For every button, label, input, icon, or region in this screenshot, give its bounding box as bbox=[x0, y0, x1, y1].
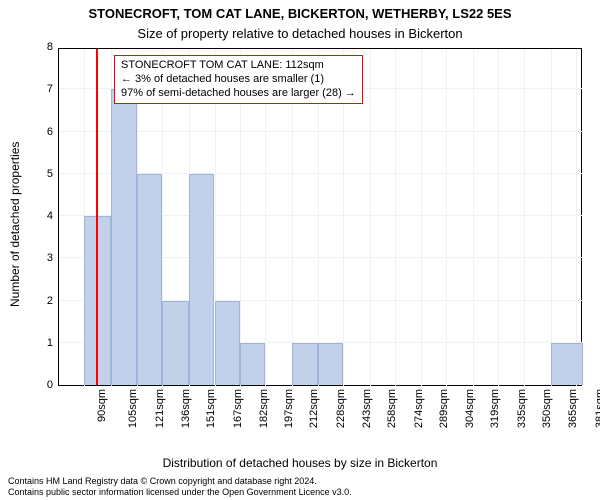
x-tick-label: 90sqm bbox=[96, 389, 108, 422]
chart-subtitle: Size of property relative to detached ho… bbox=[0, 26, 600, 41]
legend-line1: STONECROFT TOM CAT LANE: 112sqm bbox=[121, 59, 356, 73]
y-axis-label: Number of detached properties bbox=[8, 142, 22, 307]
legend-box: STONECROFT TOM CAT LANE: 112sqm← 3% of d… bbox=[114, 55, 363, 104]
gridline-v bbox=[446, 49, 447, 387]
histogram-bar bbox=[189, 174, 214, 385]
gridline-v bbox=[421, 49, 422, 387]
y-tick-label: 2 bbox=[47, 295, 53, 307]
x-tick-label: 274sqm bbox=[413, 389, 425, 428]
y-tick-label: 6 bbox=[47, 126, 53, 138]
gridline-v bbox=[576, 49, 577, 387]
histogram-bar bbox=[162, 301, 189, 386]
histogram-bar bbox=[137, 174, 162, 385]
x-tick-label: 151sqm bbox=[205, 389, 217, 428]
gridline-v bbox=[551, 49, 552, 387]
chart-title: STONECROFT, TOM CAT LANE, BICKERTON, WET… bbox=[0, 6, 600, 21]
histogram-bar bbox=[292, 343, 317, 385]
y-tick-label: 1 bbox=[47, 337, 53, 349]
x-tick-label: 182sqm bbox=[258, 389, 270, 428]
y-tick-label: 7 bbox=[47, 83, 53, 95]
y-tick-label: 8 bbox=[47, 41, 53, 53]
x-tick-label: 381sqm bbox=[594, 389, 600, 428]
gridline-v bbox=[370, 49, 371, 387]
x-tick-label: 258sqm bbox=[386, 389, 398, 428]
gridline-v bbox=[498, 49, 499, 387]
x-tick-label: 243sqm bbox=[361, 389, 373, 428]
y-tick-label: 0 bbox=[47, 379, 53, 391]
histogram-bar bbox=[215, 301, 240, 386]
plot-area: 01234567890sqm105sqm121sqm136sqm151sqm16… bbox=[58, 48, 582, 386]
footer-line2: Contains public sector information licen… bbox=[8, 487, 352, 498]
x-tick-label: 197sqm bbox=[283, 389, 295, 428]
property-marker-line bbox=[96, 49, 98, 385]
gridline-v bbox=[524, 49, 525, 387]
x-tick-label: 319sqm bbox=[489, 389, 501, 428]
y-tick-label: 5 bbox=[47, 168, 53, 180]
histogram-bar bbox=[318, 343, 343, 385]
legend-line2: ← 3% of detached houses are smaller (1) bbox=[121, 73, 356, 87]
x-axis-label: Distribution of detached houses by size … bbox=[0, 456, 600, 470]
x-tick-label: 350sqm bbox=[542, 389, 554, 428]
footer-line1: Contains HM Land Registry data © Crown c… bbox=[8, 476, 352, 487]
x-tick-label: 167sqm bbox=[232, 389, 244, 428]
y-tick-label: 4 bbox=[47, 210, 53, 222]
x-tick-label: 228sqm bbox=[335, 389, 347, 428]
x-tick-label: 212sqm bbox=[308, 389, 320, 428]
x-tick-label: 105sqm bbox=[127, 389, 139, 428]
x-tick-label: 335sqm bbox=[516, 389, 528, 428]
y-tick-label: 3 bbox=[47, 252, 53, 264]
x-tick-label: 365sqm bbox=[567, 389, 579, 428]
x-tick-label: 136sqm bbox=[180, 389, 192, 428]
x-tick-label: 304sqm bbox=[464, 389, 476, 428]
x-tick-label: 289sqm bbox=[439, 389, 451, 428]
x-tick-label: 121sqm bbox=[155, 389, 167, 428]
histogram-bar bbox=[240, 343, 265, 385]
legend-line3: 97% of semi-detached houses are larger (… bbox=[121, 87, 356, 101]
gridline-v bbox=[395, 49, 396, 387]
gridline-v bbox=[473, 49, 474, 387]
footer-attribution: Contains HM Land Registry data © Crown c… bbox=[8, 476, 352, 498]
histogram-bar bbox=[111, 89, 136, 385]
histogram-bar bbox=[551, 343, 583, 385]
